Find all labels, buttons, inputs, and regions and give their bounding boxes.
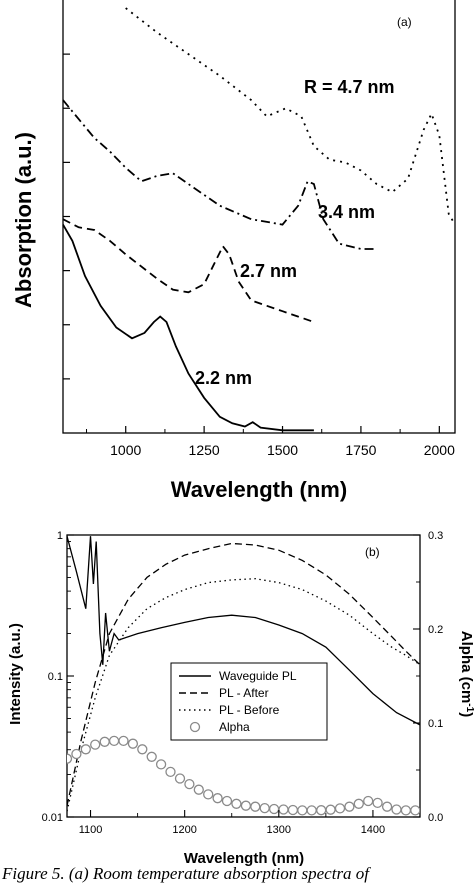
alpha-point: [287, 804, 299, 816]
alpha-point: [297, 805, 308, 816]
legend-label: Waveguide PL: [219, 669, 297, 683]
alpha-point: [118, 735, 129, 747]
alpha-point: [146, 751, 157, 762]
series-line-waveguide-pl: [67, 536, 420, 726]
alpha-point: [127, 738, 139, 749]
alpha-point: [259, 802, 270, 814]
alpha-point: [99, 736, 110, 747]
absorption-x-tick-label: 1000: [110, 442, 141, 458]
alpha-point: [316, 805, 327, 816]
alpha-point: [325, 804, 336, 815]
alpha-point: [268, 803, 280, 815]
panel-label-b: (b): [365, 545, 380, 559]
legend-item-waveguide-pl: Waveguide PL: [179, 669, 297, 683]
alpha-point: [391, 804, 402, 815]
absorption-chart: 1000 1250 1500 1750 2000 (a) R = 4.7 nm 3.4 …: [11, 0, 456, 502]
absorption-x-tick-label: 1750: [345, 442, 376, 458]
alpha-point: [155, 759, 167, 770]
pl-x-tick-label: 1100: [79, 824, 103, 836]
y2-label-exponent: -1: [465, 703, 474, 712]
alpha-point: [221, 795, 233, 807]
alpha-point: [344, 801, 355, 812]
annotation-r-4-7-nm: R = 4.7 nm: [304, 77, 395, 97]
pl-y2-ticks: 0.0 0.1 0.2 0.3: [413, 530, 443, 824]
pl-y-ticks: 0.01 0.1 1: [42, 530, 74, 824]
alpha-point: [80, 744, 91, 755]
alpha-point: [363, 795, 374, 807]
pl-y-tick-label: 0.01: [42, 812, 63, 824]
annotation-2-7-nm: 2.7 nm: [240, 261, 297, 281]
y2-label-main: Alpha (cm: [458, 631, 474, 704]
pl-x-tick-label: 1400: [361, 824, 385, 836]
absorption-x-axis-label: Wavelength (nm): [171, 477, 347, 502]
pl-y-tick-label: 0.1: [48, 671, 63, 683]
alpha-point: [353, 798, 364, 809]
absorption-plot-frame: [62, 0, 456, 434]
absorption-y-ticks: [63, 53, 70, 380]
legend-swatch: [189, 721, 201, 733]
series-markers-alpha: [67, 735, 420, 816]
panel-label-a: (a): [397, 15, 412, 29]
alpha-point: [184, 778, 195, 790]
series-line-2-2-nm: [62, 224, 314, 432]
alpha-point: [400, 805, 412, 816]
alpha-point: [334, 803, 346, 814]
alpha-point: [174, 773, 186, 784]
alpha-point: [381, 801, 393, 812]
pl-legend: Waveguide PL PL - After PL - Before Alpha: [170, 662, 328, 741]
alpha-point: [372, 797, 383, 809]
pl-x-ticks: 1100 1200 1300 1400: [79, 810, 385, 836]
photoluminescence-chart: 0.01 0.1 1 0.0 0.1 0.2 0.3 1100 1200 1300 1400 (…: [7, 530, 474, 867]
legend-item-pl-before: PL - Before: [179, 703, 280, 717]
legend-label: Alpha: [219, 720, 250, 734]
series-line-2-7-nm: [62, 218, 315, 323]
alpha-point: [212, 793, 223, 804]
pl-x-tick-label: 1200: [172, 824, 196, 836]
pl-y-tick-label: 1: [57, 530, 63, 542]
series-line-pl-after: [67, 542, 420, 806]
pl-y2-tick-label: 0.1: [428, 718, 443, 730]
annotation-3-4-nm: 3.4 nm: [318, 202, 375, 222]
alpha-point: [193, 784, 204, 795]
pl-x-tick-label: 1300: [267, 824, 291, 836]
pl-y2-tick-label: 0.2: [428, 624, 443, 636]
absorption-x-tick-label: 1250: [189, 442, 220, 458]
series-line-r-4-7-nm: [125, 7, 456, 226]
alpha-point: [306, 805, 317, 816]
y2-label-close: ): [458, 712, 474, 717]
pl-y2-tick-label: 0.3: [428, 530, 443, 542]
pl-y2-axis-label: Alpha (cm-1): [458, 631, 474, 717]
alpha-point: [67, 753, 73, 764]
series-line-3-4-nm: [62, 99, 377, 250]
pl-y2-tick-label: 0.0: [428, 812, 443, 824]
absorption-series: [62, 7, 456, 432]
alpha-point: [231, 798, 242, 809]
alpha-point: [90, 739, 101, 750]
legend-label: PL - After: [219, 686, 269, 700]
alpha-point: [203, 789, 214, 800]
legend-item-pl-after: PL - After: [179, 686, 269, 700]
alpha-point: [410, 805, 420, 816]
alpha-point: [71, 748, 82, 760]
absorption-x-ticks: 1000 1250 1500 1750 2000: [86, 426, 455, 458]
absorption-y-axis-label: Absorption (a.u.): [11, 132, 36, 308]
legend-label: PL - Before: [219, 703, 280, 717]
pl-y-axis-label: Intensity (a.u.): [7, 623, 24, 725]
annotation-2-2-nm: 2.2 nm: [195, 368, 252, 388]
alpha-point: [165, 766, 176, 778]
pl-x-axis-label: Wavelength (nm): [184, 850, 304, 867]
absorption-x-tick-label: 2000: [424, 442, 455, 458]
absorption-x-tick-label: 1500: [267, 442, 298, 458]
pl-series: [67, 536, 420, 816]
figure-caption: Figure 5. (a) Room temperature absorptio…: [2, 864, 370, 883]
alpha-point: [278, 804, 289, 815]
alpha-point: [137, 744, 148, 755]
legend-item-alpha: Alpha: [189, 720, 250, 734]
alpha-point: [250, 801, 261, 812]
alpha-point: [240, 800, 252, 811]
alpha-point: [108, 735, 120, 747]
